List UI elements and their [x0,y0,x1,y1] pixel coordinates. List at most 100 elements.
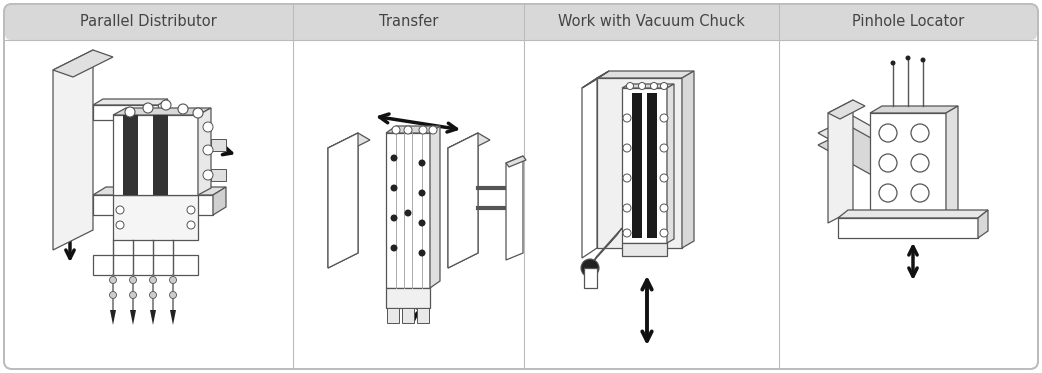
Polygon shape [386,288,430,308]
Circle shape [639,82,645,90]
Circle shape [879,124,897,142]
Polygon shape [946,106,958,218]
Circle shape [149,276,156,283]
Polygon shape [130,310,137,325]
Circle shape [162,100,171,110]
Polygon shape [828,100,865,119]
Polygon shape [978,210,988,238]
Text: Pinhole Locator: Pinhole Locator [852,15,965,29]
Circle shape [109,292,117,298]
Polygon shape [402,308,414,323]
Polygon shape [506,156,523,260]
Polygon shape [828,100,853,223]
Circle shape [125,107,135,117]
Polygon shape [584,268,597,288]
Circle shape [116,221,124,229]
Polygon shape [113,195,198,240]
Circle shape [660,229,668,237]
Circle shape [911,154,929,172]
Circle shape [581,259,599,277]
Circle shape [170,292,176,298]
FancyBboxPatch shape [5,4,1037,40]
Polygon shape [870,113,946,218]
Polygon shape [53,50,113,77]
Polygon shape [110,310,116,325]
Circle shape [203,145,213,155]
Circle shape [116,206,124,214]
Circle shape [129,276,137,283]
Circle shape [623,114,631,122]
Polygon shape [838,218,978,238]
Circle shape [193,108,203,118]
Circle shape [203,122,213,132]
Circle shape [650,82,658,90]
Circle shape [178,104,188,114]
Polygon shape [150,310,156,325]
Circle shape [419,250,425,257]
Circle shape [879,154,897,172]
Circle shape [911,124,929,142]
Circle shape [911,184,929,202]
Circle shape [170,276,176,283]
Polygon shape [387,308,399,323]
Circle shape [429,126,437,134]
Circle shape [660,144,668,152]
Circle shape [149,292,156,298]
Polygon shape [93,195,213,215]
Polygon shape [506,156,526,167]
Text: Parallel Distributor: Parallel Distributor [80,15,217,29]
Polygon shape [210,169,226,181]
Circle shape [391,244,397,251]
Polygon shape [113,115,198,195]
Polygon shape [448,133,478,268]
Circle shape [626,82,634,90]
Circle shape [187,221,195,229]
Circle shape [391,185,397,191]
Polygon shape [213,187,226,215]
Circle shape [419,219,425,226]
Circle shape [623,204,631,212]
Circle shape [660,204,668,212]
Polygon shape [328,133,358,268]
Polygon shape [448,133,478,268]
Polygon shape [870,106,958,113]
Polygon shape [582,78,597,258]
Polygon shape [632,93,642,238]
Polygon shape [386,133,430,288]
Polygon shape [448,133,490,155]
Circle shape [419,126,427,134]
Text: Work with Vacuum Chuck: Work with Vacuum Chuck [559,15,745,29]
Circle shape [879,184,897,202]
Polygon shape [430,126,440,288]
Circle shape [623,229,631,237]
Polygon shape [328,133,370,155]
Polygon shape [683,71,694,248]
Circle shape [129,292,137,298]
Polygon shape [647,93,658,238]
Circle shape [661,82,668,90]
Circle shape [404,210,412,216]
FancyBboxPatch shape [4,4,1038,369]
Circle shape [392,126,400,134]
Polygon shape [93,105,158,120]
Circle shape [187,206,195,214]
Circle shape [623,174,631,182]
Circle shape [109,276,117,283]
Polygon shape [53,50,93,250]
Polygon shape [622,243,667,256]
Polygon shape [597,71,694,78]
Polygon shape [386,126,440,133]
Circle shape [660,114,668,122]
Polygon shape [818,128,928,187]
Circle shape [203,170,213,180]
Polygon shape [210,139,226,151]
Circle shape [891,60,895,66]
Circle shape [391,154,397,162]
Polygon shape [153,115,168,195]
Circle shape [660,174,668,182]
Text: Transfer: Transfer [379,15,439,29]
Polygon shape [170,310,176,325]
Polygon shape [818,116,928,175]
Circle shape [391,214,397,222]
Polygon shape [582,71,609,88]
